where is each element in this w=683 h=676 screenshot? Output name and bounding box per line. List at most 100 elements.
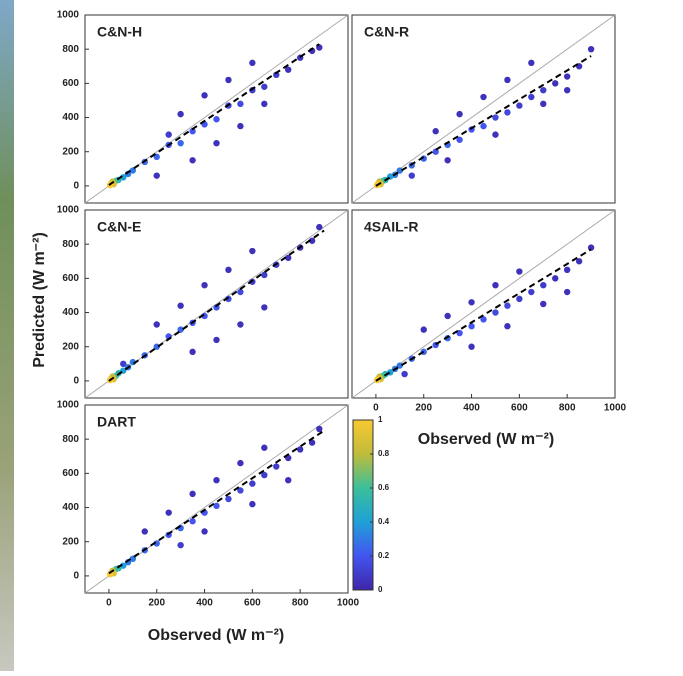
point [213, 336, 220, 344]
x-tick-label: 0 [106, 598, 112, 609]
point [480, 316, 487, 323]
point [504, 323, 511, 330]
point [552, 275, 559, 282]
y-tick-label: 800 [62, 239, 79, 250]
point [237, 122, 244, 130]
point [249, 59, 256, 67]
x-tick-label: 400 [463, 403, 480, 414]
y-tick-label: 600 [62, 468, 79, 479]
point [237, 288, 244, 296]
point [153, 321, 160, 328]
point [552, 80, 559, 87]
point [273, 71, 280, 79]
panel-title: DART [97, 414, 136, 430]
point [213, 116, 220, 123]
x-tick-label: 200 [148, 598, 165, 609]
x-tick-label: 400 [196, 598, 213, 609]
point [563, 73, 571, 80]
x-tick-label: 1000 [604, 403, 627, 414]
point [396, 362, 404, 369]
y-tick-label: 800 [62, 434, 79, 445]
point [189, 490, 196, 498]
background-strip [0, 0, 14, 671]
point [480, 93, 487, 101]
point [237, 321, 244, 328]
colorbar [352, 419, 374, 591]
point [296, 446, 304, 453]
y-tick-label: 400 [62, 307, 79, 318]
colorbar-tick-label: 0.2 [378, 551, 390, 560]
x-axis-title: Observed (W m⁻²) [418, 431, 554, 448]
point [189, 128, 196, 135]
panel-title: 4SAIL-R [364, 219, 418, 235]
point [308, 439, 316, 446]
point [225, 266, 232, 274]
colorbar-tick-label: 0 [378, 585, 383, 594]
y-tick-label: 0 [73, 571, 79, 582]
point [153, 172, 160, 179]
point [528, 93, 535, 101]
x-axis-title: Observed (W m⁻²) [148, 627, 284, 644]
y-tick-label: 200 [62, 146, 79, 157]
point [177, 541, 184, 549]
point [273, 463, 280, 470]
x-tick-label: 600 [244, 598, 261, 609]
panel-title: C&N-H [97, 24, 142, 40]
point [492, 282, 499, 289]
y-tick-label: 0 [73, 376, 79, 387]
x-tick-label: 800 [292, 598, 309, 609]
point [285, 477, 292, 484]
point [396, 167, 404, 174]
point [468, 299, 475, 306]
point [492, 309, 499, 316]
point [444, 157, 451, 164]
point [165, 509, 172, 516]
y-tick-label: 200 [62, 341, 79, 352]
point [213, 304, 220, 311]
point [316, 223, 323, 231]
point [563, 87, 571, 94]
point [285, 66, 292, 73]
point [177, 139, 184, 147]
point [492, 114, 499, 121]
point [201, 528, 208, 535]
point [316, 425, 323, 433]
y-tick-label: 400 [62, 112, 79, 123]
point [504, 76, 511, 84]
point [444, 312, 451, 320]
point [261, 271, 268, 279]
point [213, 477, 220, 484]
point [456, 136, 463, 143]
point [189, 157, 196, 164]
point [201, 92, 208, 99]
point [237, 487, 244, 494]
point [516, 295, 523, 303]
point [420, 326, 427, 333]
colorbar-tick-label: 0.4 [378, 517, 390, 526]
point [249, 500, 256, 508]
point [261, 471, 268, 479]
y-tick-label: 600 [62, 273, 79, 284]
panel-title: C&N-R [364, 24, 409, 40]
point [504, 109, 511, 116]
y-tick-label: 200 [62, 536, 79, 547]
colorbar-tick-label: 1 [378, 415, 383, 424]
point [153, 343, 160, 350]
point [540, 282, 547, 289]
point [177, 302, 184, 309]
point [401, 370, 408, 378]
point [177, 110, 184, 118]
point [540, 100, 547, 108]
y-tick-label: 600 [62, 78, 79, 89]
point [213, 502, 220, 510]
point [587, 45, 595, 53]
fit-line [375, 55, 592, 187]
colorbar-tick-label: 0.6 [378, 483, 390, 492]
point [225, 76, 232, 84]
point [516, 102, 523, 109]
point [201, 282, 208, 289]
point [237, 100, 244, 108]
colorbar-tick-label: 0.8 [378, 449, 390, 458]
x-tick-label: 1000 [337, 598, 360, 609]
point [563, 266, 571, 274]
